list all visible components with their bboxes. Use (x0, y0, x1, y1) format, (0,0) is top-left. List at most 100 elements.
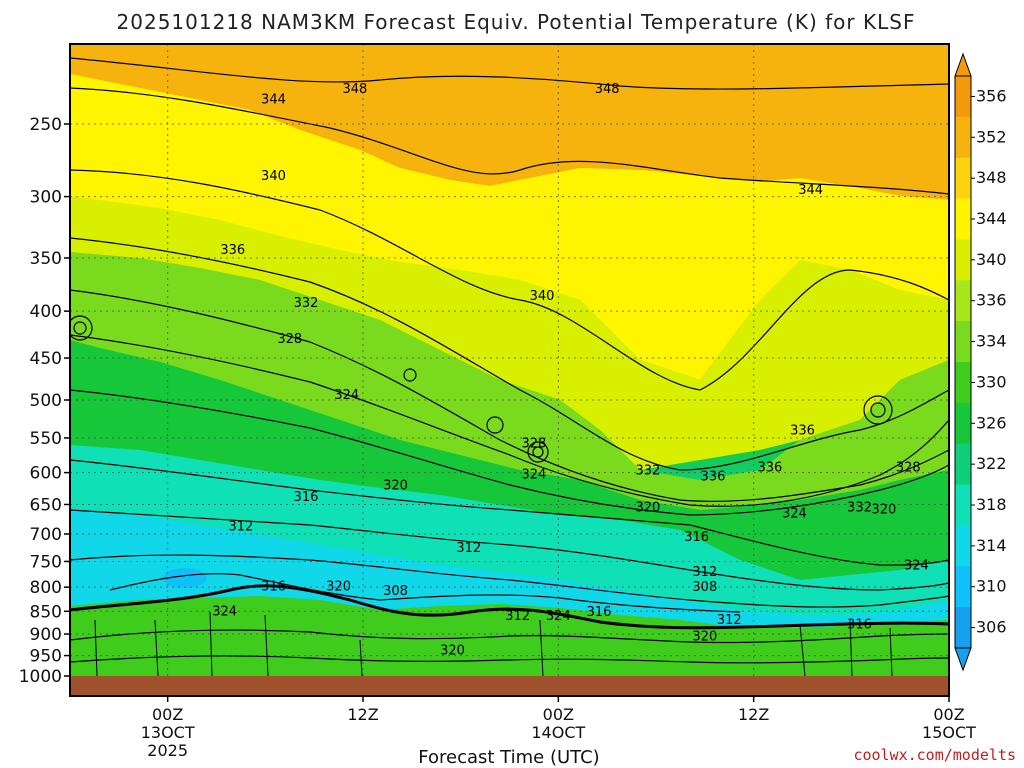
colorbar-segment (955, 566, 971, 608)
light-green-band (70, 196, 949, 470)
y-tick-label: 950 (30, 647, 62, 667)
colorbar-segment (955, 157, 971, 200)
colorbar-segment (955, 525, 971, 567)
contour-324 (70, 389, 949, 516)
cyan-band (70, 508, 949, 628)
x-tick-label: 12Z (738, 705, 769, 724)
credit-link[interactable]: coolwx.com/modelts (853, 746, 1016, 764)
colorbar-tick-label: 318 (976, 495, 1007, 514)
y-tick-label: 900 (30, 625, 62, 645)
x-tick-label: 00Z (933, 705, 964, 724)
vertical-streaks (94, 611, 893, 677)
closed-contour-ne (863, 395, 893, 425)
y-tick-label: 500 (30, 391, 62, 411)
contour-label: 308 (383, 584, 408, 599)
streak-2 (154, 619, 159, 677)
closed-contour-center (527, 441, 549, 463)
closed-contour-center-inner (532, 446, 544, 458)
contour-low-1 (70, 629, 949, 644)
colorbar-tick-label: 340 (976, 250, 1007, 269)
contour-label: 316 (294, 490, 319, 505)
y-tick-label: 350 (30, 249, 62, 269)
contour-labels: 348 3483443443403403363363363363323323323… (212, 82, 929, 658)
contour-label: 316 (847, 618, 872, 633)
plot-area: 348 3483443443403403363363363363323323323… (70, 44, 949, 696)
y-tick-label: 300 (30, 188, 62, 208)
colorbar-segment (955, 484, 971, 526)
contour-316 (70, 509, 949, 591)
x-tick-year: 2025 (147, 741, 188, 760)
contour-label: 312 (505, 609, 530, 624)
colorbar-segment (955, 76, 971, 118)
contour-label: 340 (530, 289, 555, 304)
colorbar-tick-label: 330 (976, 372, 1007, 391)
colorbar-tick-label: 348 (976, 168, 1007, 187)
x-tick-date: 15OCT (922, 723, 976, 742)
y-tick-label: 600 (30, 464, 62, 484)
contour-lines (70, 57, 949, 664)
closed-contour-ne-inner (870, 402, 886, 418)
contour-340 (70, 169, 949, 391)
contour-308 (109, 573, 741, 613)
contour-label: 336 (790, 424, 815, 439)
colorbar-tick-label: 356 (976, 86, 1007, 105)
colorbar-segment (955, 239, 971, 281)
colorbar-segment (955, 402, 971, 445)
contour-label: 316 (684, 530, 709, 545)
contour-348 (70, 57, 949, 90)
colorbar-tick-label: 306 (976, 618, 1007, 637)
contour-label: 312 (692, 565, 717, 580)
contour-label: 320 (326, 580, 351, 595)
x-axis-label: Forecast Time (UTC) (418, 747, 599, 768)
colorbar-segment (955, 198, 971, 240)
closed-contour-small (403, 368, 417, 382)
colorbar-segment (955, 321, 971, 363)
colorbar-segment (955, 443, 971, 486)
yellow-band (70, 74, 949, 380)
x-tick-date: 14OCT (531, 723, 585, 742)
y-axis: 250 300 350 400 450 500 550 600 650 700 750 800 850 9… (19, 115, 70, 687)
colorbar-tick-label: 314 (976, 536, 1007, 555)
contour-label: 320 (871, 502, 896, 517)
x-tick-date: 13OCT (141, 723, 195, 742)
contour-label: 332 (294, 296, 319, 311)
contour-label: 320 (635, 501, 660, 516)
contour-label: 324 (782, 507, 807, 522)
contour-label: 332 (635, 464, 660, 479)
x-tick-label: 12Z (347, 705, 378, 724)
contour-label: 328 (896, 460, 921, 475)
contour-label: 324 (212, 604, 237, 619)
contour-label: 348 (342, 82, 367, 97)
streak-7 (799, 624, 806, 677)
y-tick-label: 850 (30, 602, 62, 622)
contour-low-2 (70, 655, 949, 664)
contour-label: 320 (440, 644, 465, 659)
x-tick-label: 00Z (152, 705, 183, 724)
contour-label: 324 (904, 559, 929, 574)
closed-contour-mid (486, 416, 504, 434)
contour-label: 336 (220, 243, 245, 258)
chart-title: 2025101218 NAM3KM Forecast Equiv. Potent… (117, 10, 916, 34)
plot-frame (69, 43, 950, 697)
colorbar-tick-label: 334 (976, 332, 1007, 351)
colorbar-tick-label: 344 (976, 209, 1007, 228)
contour-label: 316 (261, 580, 286, 595)
contour-label: 328 (522, 437, 547, 452)
streak-6 (539, 619, 544, 677)
colorbar-segment (955, 607, 971, 649)
colorbar: 356 352 348 344 340 336 334 330 326 322 318 314 310 3… (954, 52, 1007, 672)
contour-label: 312 (229, 520, 254, 535)
colorbar-tick-label: 336 (976, 291, 1007, 310)
closed-contour-nw-inner (73, 321, 87, 335)
y-tick-label: 450 (30, 349, 62, 369)
contour-344 (70, 87, 949, 195)
colorbar-segment (955, 116, 971, 159)
contour-label: 340 (261, 169, 286, 184)
streak-5 (359, 639, 363, 677)
contour-label: 324 (334, 388, 359, 403)
gridlines (70, 44, 949, 676)
mid-green-band (70, 252, 949, 510)
y-tick-label: 1000 (19, 667, 62, 687)
